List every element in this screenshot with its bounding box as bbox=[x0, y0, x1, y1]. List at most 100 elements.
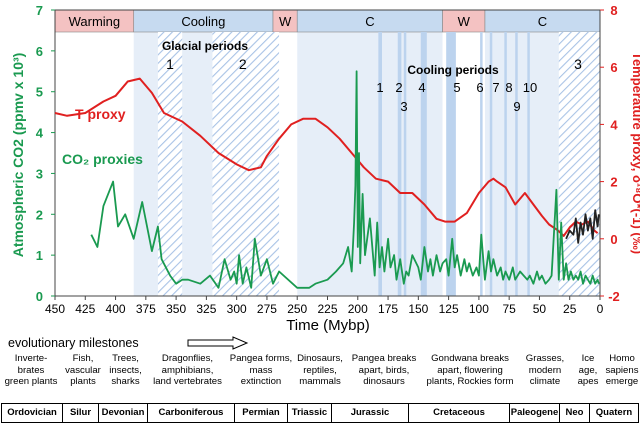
y-right-tick-label: 8 bbox=[610, 3, 617, 18]
period-permian: Permian bbox=[235, 404, 288, 422]
y-right-tick-label: -2 bbox=[608, 289, 620, 304]
cooling-period-band bbox=[504, 32, 507, 296]
period-ordovician: Ordovician bbox=[2, 404, 63, 422]
x-tick-label: 425 bbox=[75, 302, 95, 316]
geologic-periods-row: Ordovician Silur Devonian Carboniferous Perm… bbox=[1, 403, 639, 423]
x-tick-label: 225 bbox=[317, 302, 337, 316]
period-carboniferous: Carboniferous bbox=[148, 404, 235, 422]
x-tick-label: 125 bbox=[439, 302, 459, 316]
milestone-line: plants, Rockies form bbox=[426, 376, 514, 387]
y-left-tick-label: 6 bbox=[36, 44, 43, 59]
milestone-line: Ice bbox=[581, 353, 595, 364]
y-right-tick-label: 4 bbox=[610, 117, 618, 132]
period-triassic: Triassic bbox=[288, 404, 332, 422]
milestone-line: sapiens bbox=[605, 364, 639, 376]
milestone-line: reptiles, bbox=[303, 364, 337, 376]
milestone-5: Dinosaurs, reptiles, mammals bbox=[294, 353, 346, 401]
period-devonian: Devonian bbox=[99, 404, 148, 422]
y-right-tick-label: 2 bbox=[610, 175, 617, 190]
period-jurassic: Jurassic bbox=[332, 404, 409, 422]
milestone-line: brates bbox=[17, 364, 45, 376]
cooling-period-number: 10 bbox=[523, 80, 537, 95]
milestone-line: insects, bbox=[109, 364, 142, 376]
x-axis-title: Time (Mybp) bbox=[286, 317, 370, 334]
cooling-period-number: 8 bbox=[505, 80, 512, 95]
climate-band-label: Cooling bbox=[181, 14, 225, 29]
milestone-line: plants bbox=[70, 376, 96, 387]
cooling-period-band bbox=[397, 32, 402, 296]
milestone-line: dinosaurs bbox=[363, 376, 405, 387]
x-tick-label: 325 bbox=[196, 302, 216, 316]
y-left-tick-label: 5 bbox=[36, 85, 43, 100]
milestone-line: Gondwana breaks bbox=[431, 353, 509, 364]
milestone-line: Pangea forms, bbox=[229, 353, 293, 364]
x-tick-label: 250 bbox=[287, 302, 307, 316]
climate-band-label: W bbox=[458, 14, 471, 29]
milestone-line: Dragonflies, bbox=[161, 353, 214, 364]
period-cretaceous: Cretaceous bbox=[409, 404, 510, 422]
climate-band-label: W bbox=[279, 14, 292, 29]
milestone-line: emerge bbox=[605, 376, 639, 387]
milestone-line: Trees, bbox=[112, 353, 139, 364]
x-tick-label: 375 bbox=[136, 302, 156, 316]
milestone-0: Inverte-brates green plants bbox=[0, 353, 62, 401]
x-tick-label: 175 bbox=[378, 302, 398, 316]
y-right-tick-label: 6 bbox=[610, 60, 617, 75]
x-tick-label: 100 bbox=[469, 302, 489, 316]
milestone-line: land vertebrates bbox=[153, 376, 222, 387]
climate-band-label: Warming bbox=[69, 14, 121, 29]
climate-band-label: C bbox=[365, 14, 374, 29]
cooling-period-band bbox=[480, 32, 483, 296]
cooling-period-number: 1 bbox=[376, 80, 383, 95]
x-tick-label: 300 bbox=[227, 302, 247, 316]
milestone-line: Dinosaurs, bbox=[297, 353, 343, 364]
milestone-9: Ice age, apes bbox=[572, 353, 604, 401]
milestone-line: apes bbox=[577, 376, 599, 387]
glacial-period-band bbox=[157, 32, 183, 296]
cooling-period-number: 5 bbox=[453, 80, 460, 95]
climate-band-fill bbox=[297, 32, 443, 296]
t-proxy-label: T proxy bbox=[75, 106, 126, 122]
y-right-tick-label: 0 bbox=[610, 232, 617, 247]
x-tick-label: 350 bbox=[166, 302, 186, 316]
milestone-3: Dragonflies, amphibians, land vertebrates bbox=[147, 353, 228, 401]
milestone-line: modern bbox=[528, 364, 562, 376]
cooling-period-band bbox=[403, 32, 407, 296]
period-silur: Silur bbox=[63, 404, 99, 422]
glacial-periods-title: Glacial periods bbox=[162, 39, 248, 53]
milestone-line: Inverte- bbox=[14, 353, 48, 364]
milestone-1: Fish, vascular plants bbox=[62, 353, 104, 401]
co2-proxies-label: CO₂ proxies bbox=[62, 151, 143, 167]
x-tick-label: 75 bbox=[502, 302, 516, 316]
series-line-co2-recent bbox=[565, 209, 600, 244]
series-line-co2-proxies bbox=[90, 70, 600, 289]
cooling-period-band bbox=[489, 32, 493, 296]
milestone-line: Grasses, bbox=[525, 353, 565, 364]
milestone-line: Pangea breaks bbox=[351, 353, 417, 364]
milestone-8: Grasses, modern climate bbox=[518, 353, 572, 401]
y-left-tick-label: 2 bbox=[36, 207, 43, 222]
milestone-6: Pangea breaks apart, birds, dinosaurs bbox=[346, 353, 422, 401]
milestone-line: Fish, bbox=[72, 353, 94, 364]
milestone-line: apart, birds, bbox=[358, 364, 410, 376]
x-tick-label: 50 bbox=[533, 302, 547, 316]
glacial-period-number: 1 bbox=[166, 56, 174, 72]
cooling-period-number: 4 bbox=[418, 80, 425, 95]
x-tick-label: 200 bbox=[348, 302, 368, 316]
milestone-line: apart, flowering bbox=[437, 364, 503, 376]
climate-band-label: C bbox=[538, 14, 547, 29]
milestone-line: mass bbox=[249, 364, 273, 376]
x-tick-label: 275 bbox=[257, 302, 277, 316]
x-tick-label: 25 bbox=[563, 302, 577, 316]
x-tick-label: 400 bbox=[106, 302, 126, 316]
cooling-period-band bbox=[378, 32, 382, 296]
milestone-2: Trees, insects, sharks bbox=[104, 353, 147, 401]
cooling-period-band bbox=[420, 32, 427, 296]
milestone-line: mammals bbox=[299, 376, 341, 387]
milestone-line: Homo bbox=[609, 353, 635, 364]
milestone-line: age, bbox=[578, 364, 598, 376]
milestone-line: green plants bbox=[4, 376, 58, 387]
x-tick-label: 0 bbox=[597, 302, 604, 316]
period-quatern: Quatern bbox=[595, 407, 633, 418]
climate-chart: Warming Cooling W C W C 450 425 400 375 350 325 300… bbox=[10, 3, 640, 334]
